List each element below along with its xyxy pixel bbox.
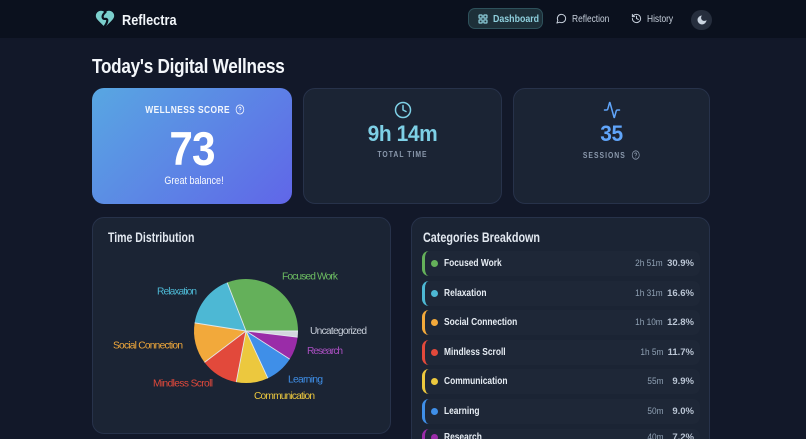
svg-text:Uncategorized: Uncategorized [310,326,367,337]
svg-text:Focused Work: Focused Work [282,272,339,283]
svg-text:Relaxation: Relaxation [157,287,197,298]
svg-text:Mindless Scroll: Mindless Scroll [153,379,213,390]
svg-text:Learning: Learning [288,375,323,386]
svg-text:Social Connection: Social Connection [113,341,183,352]
svg-text:Research: Research [307,346,343,357]
svg-text:Communication: Communication [254,391,315,402]
